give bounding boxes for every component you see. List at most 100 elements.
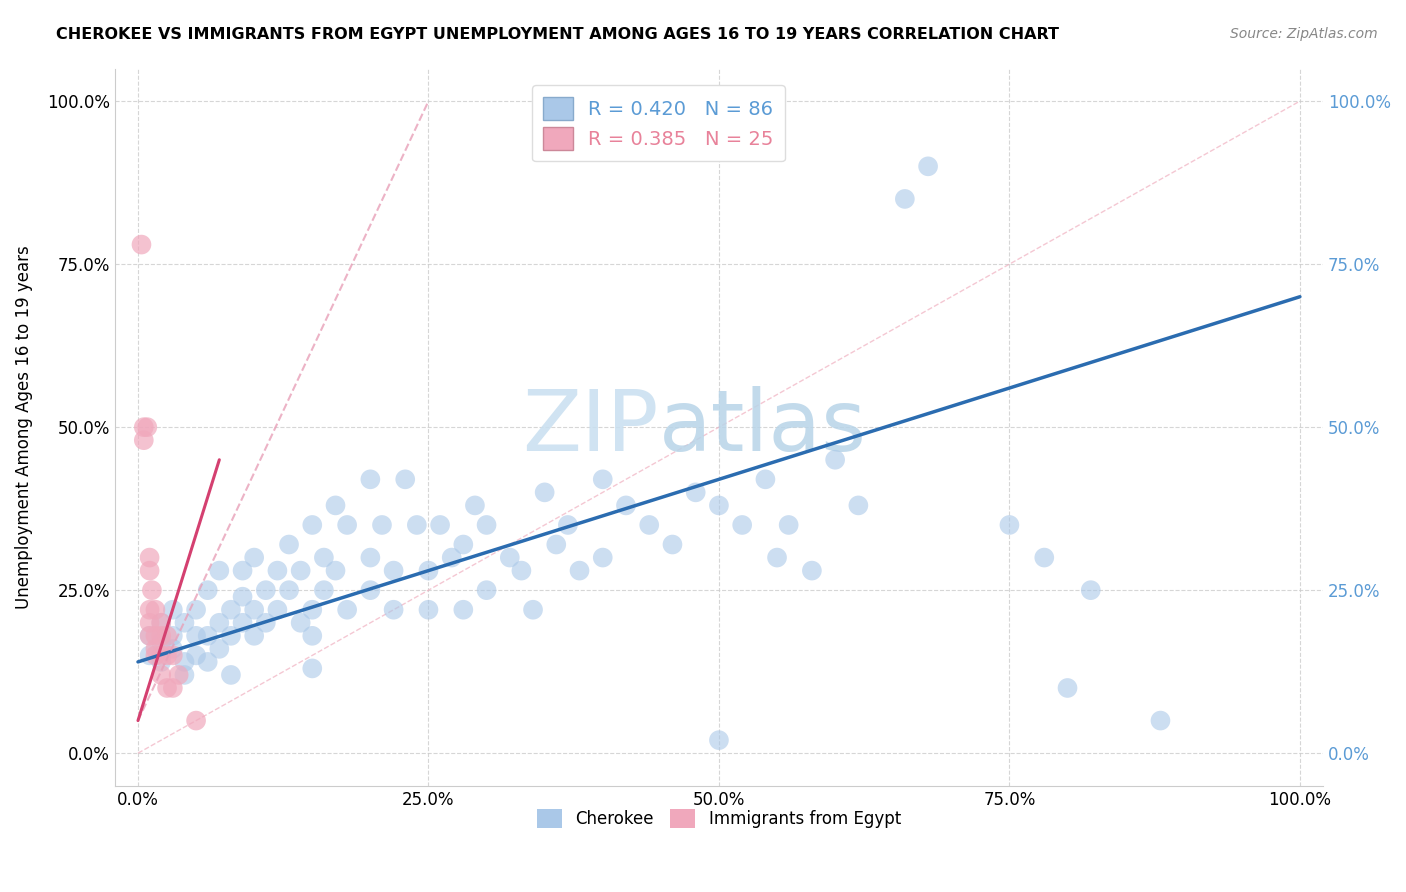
Point: [243, 629, 266, 643]
Point: [522, 603, 544, 617]
Point: [754, 472, 776, 486]
Point: [197, 583, 219, 598]
Point: [824, 452, 846, 467]
Point: [475, 518, 498, 533]
Point: [917, 159, 939, 173]
Point: [167, 668, 190, 682]
Point: [150, 655, 173, 669]
Point: [219, 668, 242, 682]
Point: [1149, 714, 1171, 728]
Point: [156, 648, 179, 663]
Point: [162, 641, 184, 656]
Point: [232, 615, 254, 630]
Point: [731, 518, 754, 533]
Point: [232, 590, 254, 604]
Point: [138, 564, 160, 578]
Point: [638, 518, 661, 533]
Point: [661, 537, 683, 551]
Point: [405, 518, 427, 533]
Point: [359, 550, 381, 565]
Point: [894, 192, 917, 206]
Point: [371, 518, 394, 533]
Point: [475, 583, 498, 598]
Point: [243, 550, 266, 565]
Point: [394, 472, 416, 486]
Point: [150, 668, 173, 682]
Point: [325, 564, 347, 578]
Point: [1080, 583, 1102, 598]
Point: [382, 603, 405, 617]
Point: [197, 655, 219, 669]
Point: [184, 603, 207, 617]
Point: [301, 518, 323, 533]
Point: [219, 629, 242, 643]
Point: [136, 420, 159, 434]
Point: [499, 550, 522, 565]
Point: [568, 564, 591, 578]
Point: [150, 615, 173, 630]
Point: [138, 629, 160, 643]
Point: [533, 485, 555, 500]
Point: [290, 615, 312, 630]
Point: [184, 629, 207, 643]
Y-axis label: Unemployment Among Ages 16 to 19 years: Unemployment Among Ages 16 to 19 years: [15, 245, 32, 609]
Point: [778, 518, 800, 533]
Point: [546, 537, 568, 551]
Point: [197, 629, 219, 643]
Point: [429, 518, 451, 533]
Point: [592, 550, 614, 565]
Point: [138, 648, 160, 663]
Legend: Cherokee, Immigrants from Egypt: Cherokee, Immigrants from Egypt: [530, 802, 908, 835]
Point: [1056, 681, 1078, 695]
Point: [1033, 550, 1056, 565]
Point: [614, 499, 637, 513]
Point: [592, 472, 614, 486]
Point: [150, 629, 173, 643]
Point: [131, 237, 153, 252]
Point: [453, 603, 475, 617]
Point: [173, 668, 195, 682]
Point: [145, 603, 167, 617]
Point: [219, 603, 242, 617]
Point: [453, 537, 475, 551]
Point: [266, 564, 288, 578]
Point: [336, 603, 359, 617]
Point: [156, 681, 179, 695]
Point: [254, 615, 277, 630]
Point: [243, 603, 266, 617]
Point: [162, 681, 184, 695]
Point: [132, 420, 155, 434]
Point: [150, 615, 173, 630]
Point: [707, 499, 730, 513]
Point: [557, 518, 579, 533]
Point: [141, 583, 163, 598]
Point: [301, 661, 323, 675]
Text: ZIP: ZIP: [522, 385, 658, 468]
Point: [138, 629, 160, 643]
Point: [998, 518, 1021, 533]
Point: [685, 485, 707, 500]
Point: [510, 564, 533, 578]
Point: [138, 550, 160, 565]
Point: [800, 564, 823, 578]
Point: [184, 648, 207, 663]
Point: [254, 583, 277, 598]
Point: [162, 648, 184, 663]
Point: [208, 641, 231, 656]
Point: [208, 564, 231, 578]
Point: [162, 629, 184, 643]
Text: Source: ZipAtlas.com: Source: ZipAtlas.com: [1230, 27, 1378, 41]
Point: [138, 603, 160, 617]
Point: [150, 635, 173, 649]
Point: [232, 564, 254, 578]
Point: [132, 433, 155, 447]
Point: [464, 499, 486, 513]
Point: [145, 648, 167, 663]
Point: [173, 655, 195, 669]
Point: [440, 550, 463, 565]
Text: atlas: atlas: [658, 385, 866, 468]
Point: [278, 583, 301, 598]
Point: [162, 603, 184, 617]
Point: [138, 615, 160, 630]
Point: [766, 550, 789, 565]
